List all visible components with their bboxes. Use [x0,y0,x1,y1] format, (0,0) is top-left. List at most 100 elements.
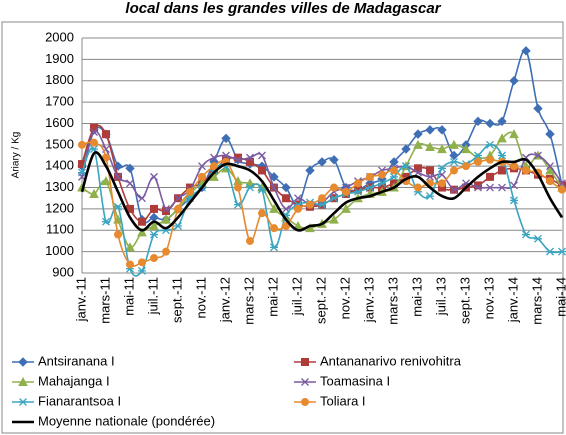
marker [270,243,278,252]
marker [18,357,28,367]
marker [366,172,374,181]
marker [425,125,435,135]
marker [282,222,290,230]
marker [269,172,279,182]
marker [366,183,374,192]
marker [149,220,159,230]
marker [125,163,135,174]
marker [438,164,446,173]
x-tick-label: mars-11 [97,277,112,324]
legend-item: Antsiranana I [12,353,115,368]
legend-label: Fianarantsoa I [38,393,121,408]
y-tick-label: 1500 [45,136,74,151]
marker [318,194,326,203]
marker [341,203,351,213]
marker [342,187,350,196]
marker [246,183,254,192]
marker [449,150,459,161]
marker [126,260,134,269]
marker [474,151,482,160]
marker [498,166,506,175]
marker [138,258,146,267]
marker [558,247,566,256]
legend-label: Toliara I [320,393,366,408]
marker [246,236,254,245]
x-tick-label: nov.-11 [193,277,208,318]
marker [258,185,266,194]
x-tick-label: mars-14 [529,277,544,325]
x-tick-label: janv.-14 [505,277,520,323]
marker [354,187,362,196]
marker [150,172,158,181]
marker [401,144,411,154]
marker [473,116,483,127]
marker [498,151,506,160]
marker [533,103,543,114]
marker [450,157,458,166]
marker [522,230,530,239]
marker [413,139,423,149]
marker [198,172,206,181]
x-tick-label: nov.-12 [337,277,352,319]
marker [329,214,339,224]
marker [282,194,290,203]
marker [449,139,459,149]
marker [174,194,182,203]
marker [301,398,309,406]
marker [221,133,231,144]
marker [281,182,291,193]
marker [330,194,338,203]
y-tick-label: 900 [52,264,74,279]
y-tick-label: 1200 [45,200,74,215]
marker [558,179,566,188]
marker [498,183,506,192]
marker [413,129,423,139]
x-tick-label: sept.-11 [169,277,184,323]
marker [497,133,507,143]
marker [149,212,159,223]
y-tick-label: 1100 [46,222,74,237]
marker [90,128,98,136]
marker [161,214,171,224]
y-tick-label: 1400 [45,158,74,173]
x-tick-label: juil.-12 [289,277,304,316]
marker [270,183,278,192]
marker [354,179,362,188]
marker [389,157,399,167]
marker [426,166,434,175]
marker [162,247,170,256]
x-tick-label: nov.-13 [481,277,496,319]
series [80,151,564,232]
marker [414,168,422,177]
marker [150,254,158,263]
marker [545,129,555,139]
marker [437,125,447,135]
legend-label: Antananarivo renivohitra [320,353,462,368]
marker [294,194,302,203]
marker [258,209,266,218]
x-tick-label: mai-12 [265,277,280,317]
marker [258,166,266,175]
legend-item: Fianarantsoa I [12,393,121,408]
marker [258,151,266,160]
marker [437,144,447,154]
x-tick-label: mars-13 [385,277,400,325]
x-tick-label: juil.-11 [145,277,160,315]
marker [246,153,254,162]
marker [18,376,28,386]
y-tick-label: 1300 [45,179,74,194]
legend-label: Antsiranana I [38,353,115,368]
y-tick-label: 1600 [45,115,74,130]
marker [101,176,111,186]
legend-label: Toamasina I [320,373,390,388]
legend-item: Moyenne nationale (pondérée) [12,413,215,428]
x-tick-label: sept.-13 [457,277,472,324]
x-tick-label: janv.-13 [361,277,376,323]
marker [150,230,158,239]
marker [301,378,309,386]
marker [545,165,555,175]
marker [270,224,278,233]
chart-title: local dans les grandes villes de Madagas… [125,0,441,17]
marker [402,162,410,171]
